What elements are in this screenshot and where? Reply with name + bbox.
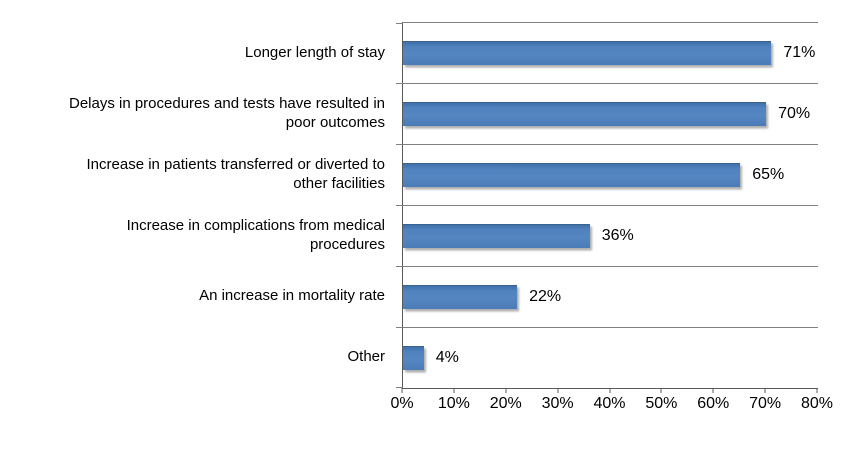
- bar: [403, 102, 767, 126]
- bar: [403, 346, 424, 370]
- category-label: An increase in mortality rate: [199, 287, 385, 305]
- value-axis-tick: [453, 388, 455, 393]
- value-axis-ticks: [401, 388, 818, 394]
- value-label: 4%: [435, 349, 459, 366]
- value-axis-tick-label: 0%: [390, 395, 414, 412]
- value-axis-tick: [712, 388, 714, 393]
- value-axis-tick-label: 50%: [645, 395, 678, 412]
- plot-rows: 71% 70% 65% 36% 22% 4%: [403, 23, 818, 388]
- bar-row: 71%: [403, 23, 818, 84]
- value-label: 22%: [529, 288, 562, 305]
- category-label: Increase in complications from medical p…: [126, 216, 385, 253]
- value-axis-tick-label: 30%: [541, 395, 574, 412]
- category-label: Delays in procedures and tests have resu…: [68, 95, 385, 132]
- value-axis-tick-label: 10%: [437, 395, 470, 412]
- category-axis-tick: [396, 23, 403, 24]
- category-axis-labels: Longer length of stay Delays in procedure…: [0, 22, 394, 387]
- bar-row: 36%: [403, 206, 818, 267]
- category-axis-tick: [396, 387, 403, 388]
- value-axis-tick-label: 20%: [489, 395, 522, 412]
- category-label: Longer length of stay: [244, 43, 385, 61]
- plot-area: 71% 70% 65% 36% 22% 4%: [396, 22, 818, 389]
- bar: [403, 224, 590, 248]
- value-axis-tick-label: 80%: [800, 395, 834, 412]
- bar: [403, 163, 741, 187]
- bar-row: 65%: [403, 145, 818, 206]
- bar-row: 70%: [403, 84, 818, 145]
- value-axis-tick: [660, 388, 662, 393]
- value-axis-tick: [816, 388, 818, 393]
- value-axis-tick: [401, 388, 403, 393]
- category-axis-tick: [396, 326, 403, 328]
- value-axis-tick: [505, 388, 507, 393]
- value-axis-tick-label: 70%: [749, 395, 782, 412]
- category-axis-tick: [396, 265, 403, 267]
- bar-row: 4%: [403, 328, 818, 388]
- category-axis-tick: [396, 144, 403, 146]
- value-label: 71%: [783, 44, 816, 61]
- category-axis-tick: [396, 83, 403, 85]
- value-label: 65%: [752, 166, 785, 183]
- category-label: Other: [347, 348, 385, 366]
- bar-row: 22%: [403, 267, 818, 328]
- value-axis-tick-label: 40%: [593, 395, 626, 412]
- bar: [403, 41, 772, 65]
- value-label: 70%: [778, 105, 811, 122]
- value-label: 36%: [601, 227, 634, 244]
- value-axis-tick: [764, 388, 766, 393]
- value-axis-tick-label: 60%: [697, 395, 730, 412]
- category-label: Increase in patients transferred or dive…: [86, 156, 386, 193]
- value-axis-tick: [557, 388, 559, 393]
- bar: [403, 285, 518, 309]
- value-axis-labels: 0% 10% 20% 30% 40% 50% 60% 70% 80%: [390, 395, 833, 415]
- value-axis-tick: [609, 388, 610, 393]
- category-axis-tick: [396, 205, 403, 206]
